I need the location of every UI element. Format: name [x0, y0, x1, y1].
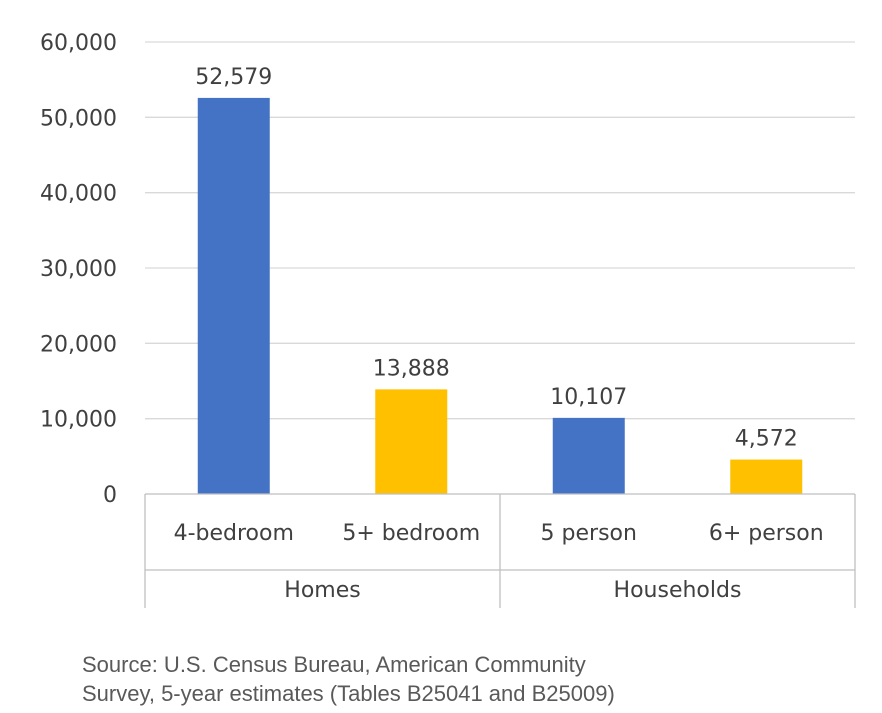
data-label: 52,579 [195, 65, 272, 90]
data-label: 13,888 [373, 356, 450, 381]
category-label: 6+ person [709, 521, 824, 546]
group-label: Homes [284, 578, 360, 603]
y-tick-label: 0 [103, 483, 117, 508]
y-tick-label: 10,000 [40, 408, 117, 433]
category-label: 4-bedroom [174, 521, 294, 546]
y-tick-label: 30,000 [40, 257, 117, 282]
bar-4-bedroom [197, 97, 270, 494]
y-axis-ticks: 0 10,000 20,000 30,000 40,000 50,000 60,000 [40, 31, 117, 508]
category-label: 5+ bedroom [342, 521, 480, 546]
data-label: 4,572 [735, 427, 798, 452]
bar-5-bedroom [375, 389, 448, 494]
bar-chart: 0 10,000 20,000 30,000 40,000 50,000 60,000 52… [40, 31, 856, 608]
category-label: 5 person [541, 521, 637, 546]
y-tick-label: 20,000 [40, 332, 117, 357]
source-line-2: Survey, 5-year estimates (Tables B25041 … [82, 681, 615, 706]
bars [197, 97, 803, 494]
y-tick-label: 40,000 [40, 182, 117, 207]
y-tick-label: 50,000 [40, 106, 117, 131]
data-labels: 52,579 13,888 10,107 4,572 [195, 65, 797, 452]
data-label: 10,107 [550, 385, 627, 410]
y-tick-label: 60,000 [40, 31, 117, 56]
source-line-1: Source: U.S. Census Bureau, American Com… [82, 652, 586, 677]
group-label: Households [614, 578, 742, 603]
x-axis: 4-bedroom 5+ bedroom 5 person 6+ person Home… [144, 493, 856, 608]
bar-5-person [552, 417, 625, 494]
source-note: Source: U.S. Census Bureau, American Com… [82, 650, 862, 708]
bar-6-person [730, 459, 803, 494]
